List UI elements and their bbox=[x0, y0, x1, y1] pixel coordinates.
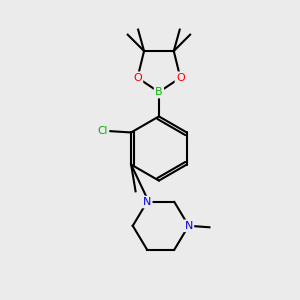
Text: B: B bbox=[155, 87, 163, 97]
Text: N: N bbox=[143, 197, 151, 207]
Text: O: O bbox=[176, 73, 185, 83]
Text: Cl: Cl bbox=[98, 126, 108, 136]
Text: O: O bbox=[133, 73, 142, 83]
Text: N: N bbox=[184, 221, 193, 231]
